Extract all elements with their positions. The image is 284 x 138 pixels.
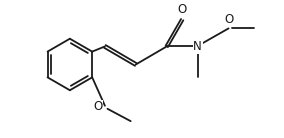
- Text: O: O: [178, 3, 187, 16]
- Text: N: N: [193, 40, 202, 53]
- Text: O: O: [224, 13, 233, 26]
- Text: O: O: [93, 100, 102, 113]
